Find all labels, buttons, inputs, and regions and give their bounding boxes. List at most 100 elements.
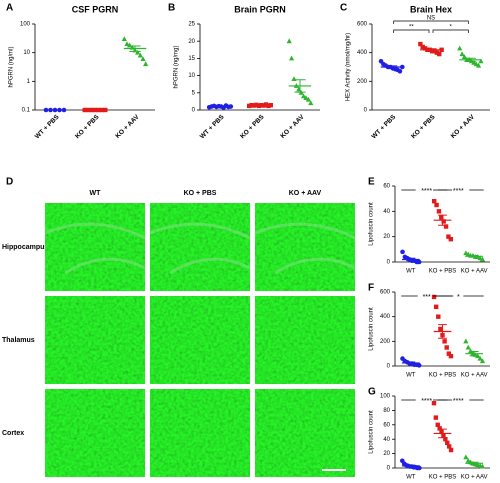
error-bar — [214, 105, 226, 108]
row-label: Hippocampus — [2, 244, 48, 251]
data-point — [417, 465, 422, 471]
y-tick-label: 100 — [380, 394, 391, 400]
data-point — [103, 107, 108, 113]
error-bar — [406, 361, 416, 365]
y-tick-label: 20 — [188, 39, 195, 45]
data-point — [135, 49, 141, 55]
panel-letter: E — [368, 177, 375, 188]
data-point — [124, 41, 130, 47]
data-point — [448, 447, 454, 453]
data-point — [301, 93, 307, 99]
data-point — [431, 294, 437, 300]
data-point — [397, 69, 403, 74]
tissue-layer — [254, 222, 356, 240]
tissue-layer — [169, 257, 251, 275]
y-tick-label: 60 — [383, 422, 390, 428]
data-point — [479, 256, 486, 262]
y-tick-label: 1 — [27, 79, 31, 85]
panel-letter: D — [6, 177, 13, 188]
significance-bracket — [393, 20, 469, 24]
data-point — [434, 202, 439, 208]
y-axis-label: hPGRN (ng/mg) — [174, 45, 180, 88]
y-tick-label: 0.1 — [22, 108, 31, 114]
error-bar — [129, 45, 141, 52]
x-tick-label: KO + AAV — [461, 475, 488, 481]
significance-label: **** — [421, 188, 432, 195]
y-tick-label: 0 — [364, 108, 368, 114]
y-tick-label: 0 — [387, 260, 391, 266]
data-point — [92, 107, 98, 113]
y-tick-label: 0 — [387, 364, 391, 370]
error-bar — [469, 255, 479, 258]
error-bar — [469, 461, 479, 465]
panel-letter: F — [368, 283, 374, 294]
significance-label: *** — [423, 294, 431, 301]
column-header: KO + AAV — [289, 190, 322, 197]
data-point — [438, 326, 443, 332]
x-tick-label: KO + AAV — [114, 113, 141, 140]
x-tick-label: WT + PBS — [199, 113, 226, 140]
data-point — [43, 107, 49, 113]
y-tick-label: 80 — [383, 408, 390, 414]
micrograph — [255, 296, 355, 384]
x-tick-label: WT + PBS — [371, 113, 398, 140]
data-point — [266, 103, 271, 109]
error-bar — [469, 350, 479, 357]
data-point — [289, 55, 295, 61]
y-tick-label: 10 — [188, 73, 195, 79]
data-point — [446, 234, 451, 239]
x-tick-label: WT — [406, 269, 416, 275]
micrograph — [150, 203, 250, 291]
data-point — [435, 422, 440, 427]
error-bar — [294, 79, 306, 93]
data-point — [286, 38, 292, 44]
error-bar — [406, 257, 416, 262]
data-point — [478, 58, 484, 64]
x-tick-label: WT + PBS — [34, 113, 61, 140]
x-tick-label: KO + PBS — [429, 373, 457, 379]
data-point — [434, 50, 440, 55]
micrograph — [255, 203, 355, 291]
row-label: Cortex — [2, 430, 24, 437]
micrograph — [45, 389, 145, 477]
y-axis-label: hPGRN (ng/ml) — [9, 46, 15, 87]
y-axis-label: Lipofuscin count — [369, 307, 375, 351]
data-point — [48, 107, 53, 113]
data-point — [305, 96, 311, 102]
panel-letter: C — [340, 3, 347, 14]
error-bar — [425, 48, 437, 52]
significance-label: * — [457, 294, 460, 301]
significance-bracket — [393, 29, 430, 33]
data-point — [444, 345, 449, 350]
data-point — [446, 444, 452, 449]
data-point — [457, 45, 463, 51]
data-point — [143, 61, 149, 67]
tissue-layer — [274, 257, 356, 275]
y-tick-label: 60 — [383, 184, 390, 190]
data-point — [441, 433, 446, 438]
data-point — [436, 209, 442, 214]
y-tick-label: 40 — [383, 437, 390, 443]
significance-label: * — [449, 25, 452, 31]
x-tick-label: KO + AAV — [279, 113, 306, 140]
data-point — [463, 454, 469, 460]
data-point — [448, 237, 454, 242]
data-point — [445, 440, 450, 445]
panel-letter: A — [6, 3, 13, 14]
y-tick-label: 200 — [357, 79, 368, 85]
y-axis-label: HEX Activity (nmol/mg/hr) — [346, 33, 352, 101]
tissue-layer — [149, 222, 251, 240]
data-point — [52, 107, 58, 113]
data-point — [140, 56, 146, 62]
data-point — [433, 415, 439, 420]
y-tick-label: 40 — [383, 209, 390, 215]
data-point — [442, 339, 447, 344]
y-tick-label: 20 — [383, 451, 390, 457]
data-point — [465, 344, 471, 350]
y-tick-label: 10 — [23, 50, 30, 56]
data-point — [247, 103, 252, 109]
data-point — [463, 338, 469, 344]
row-label: Thalamus — [2, 337, 35, 344]
column-header: WT — [90, 190, 102, 197]
x-tick-label: KO + AAV — [461, 373, 488, 379]
